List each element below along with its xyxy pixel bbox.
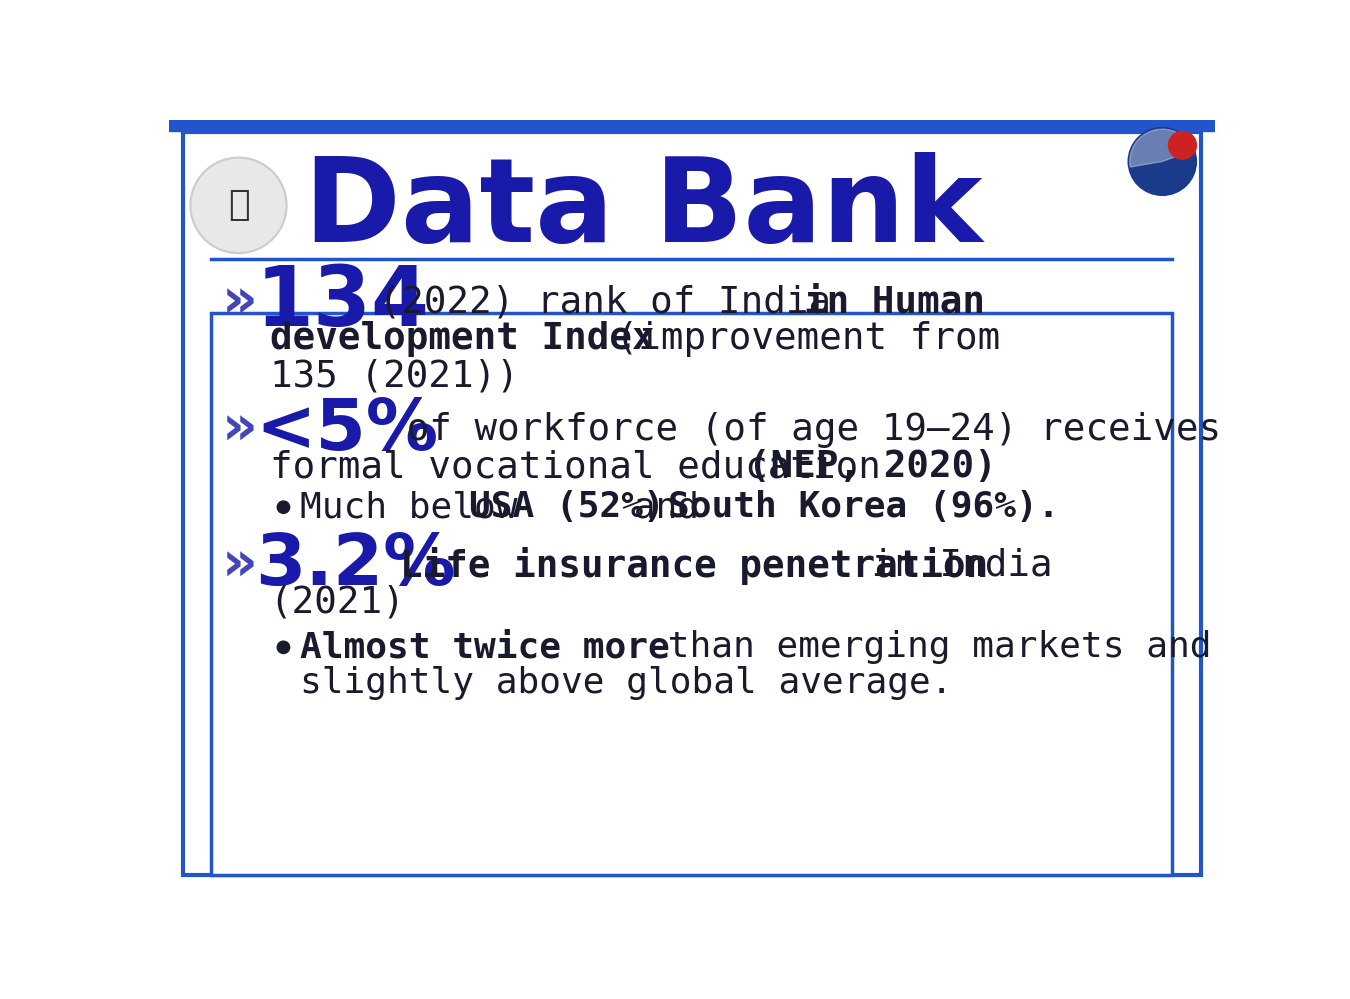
Circle shape: [277, 501, 290, 513]
Text: than emerging markets and: than emerging markets and: [647, 630, 1212, 664]
FancyBboxPatch shape: [182, 132, 1202, 875]
Text: »: »: [221, 538, 258, 592]
Text: »: »: [221, 404, 258, 458]
Text: Data Bank: Data Bank: [304, 153, 983, 268]
Text: 3.2%: 3.2%: [255, 531, 456, 600]
Text: (2021): (2021): [270, 584, 405, 620]
Text: Life insurance penetration: Life insurance penetration: [400, 546, 988, 584]
Bar: [169, 120, 1215, 131]
Text: (2022) rank of India: (2022) rank of India: [356, 285, 855, 321]
FancyBboxPatch shape: [212, 313, 1172, 875]
Text: <5%: <5%: [255, 396, 439, 465]
Text: and: and: [612, 491, 721, 524]
Text: (improvement from: (improvement from: [594, 322, 1000, 358]
Text: Almost twice more: Almost twice more: [301, 630, 670, 664]
Circle shape: [277, 641, 290, 653]
Text: 135 (2021)): 135 (2021)): [270, 359, 518, 395]
Text: »: »: [221, 276, 258, 330]
Text: slightly above global average.: slightly above global average.: [301, 665, 953, 699]
Circle shape: [190, 158, 286, 253]
Text: (NEP, 2020): (NEP, 2020): [748, 450, 998, 486]
Text: formal vocational education: formal vocational education: [270, 450, 903, 486]
Text: development Index: development Index: [270, 322, 655, 358]
Text: Much below: Much below: [301, 491, 540, 524]
Circle shape: [1169, 132, 1196, 159]
Wedge shape: [1130, 129, 1193, 167]
Text: of workforce (of age 19–24) receives: of workforce (of age 19–24) receives: [385, 413, 1222, 449]
Text: in Human: in Human: [805, 285, 985, 321]
Text: South Korea (96%).: South Korea (96%).: [668, 491, 1060, 524]
Circle shape: [1129, 128, 1196, 196]
Text: in India: in India: [849, 547, 1053, 583]
Text: 🏛: 🏛: [228, 189, 250, 223]
Text: 134: 134: [255, 262, 429, 343]
Text: USA (52%): USA (52%): [470, 491, 666, 524]
